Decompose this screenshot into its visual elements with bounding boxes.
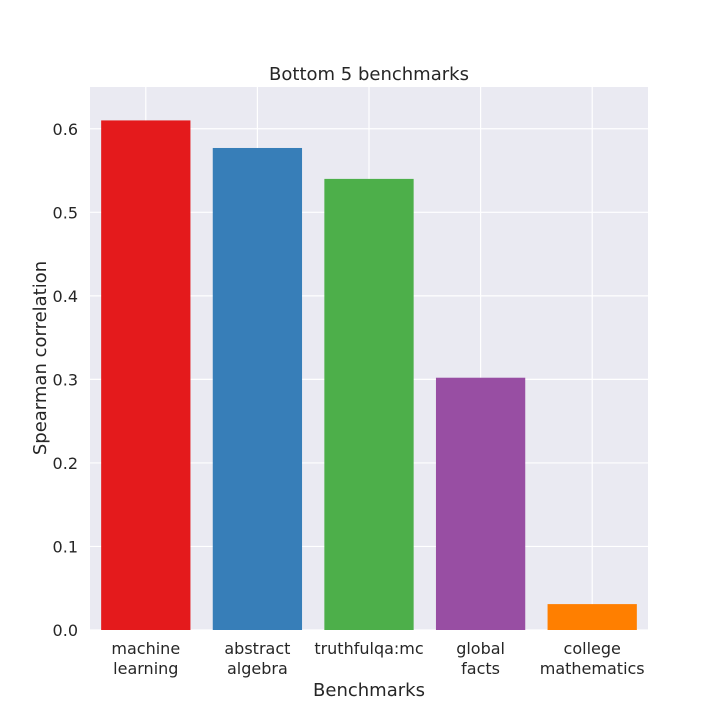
bars <box>101 120 637 631</box>
x-tick-label: college mathematics <box>540 639 645 678</box>
x-tick-label-line: learning <box>113 659 178 678</box>
x-tick-label-line: mathematics <box>540 659 645 678</box>
bar <box>101 120 191 631</box>
x-tick-label-line: abstract <box>224 639 290 658</box>
x-tick-label: abstract algebra <box>224 639 290 678</box>
x-axis-label: Benchmarks <box>313 680 425 701</box>
bar <box>212 147 303 630</box>
y-tick-label: 0.4 <box>53 287 78 306</box>
y-tick-label: 0.3 <box>53 370 78 389</box>
x-tick-label: truthfulqa:mc <box>314 639 423 658</box>
y-tick-label: 0.1 <box>53 537 78 556</box>
y-tick-label: 0.0 <box>53 621 78 640</box>
y-axis-label: Spearman correlation <box>30 261 51 455</box>
x-axis-ticks: machine learning abstract algebra truthfulqa… <box>111 639 644 678</box>
y-tick-label: 0.6 <box>53 120 78 139</box>
x-tick-label-line: algebra <box>227 659 288 678</box>
y-axis-ticks: 0.0 0.1 0.2 0.3 0.4 0.5 0.6 <box>53 120 78 640</box>
bar <box>324 178 414 630</box>
bar <box>547 604 637 630</box>
x-tick-label: machine learning <box>111 639 180 678</box>
chart-title: Bottom 5 benchmarks <box>269 64 469 85</box>
y-tick-label: 0.5 <box>53 203 78 222</box>
bar <box>435 377 526 630</box>
x-tick-label-line: college <box>564 639 621 658</box>
x-tick-label-line: truthfulqa:mc <box>314 639 423 658</box>
y-tick-label: 0.2 <box>53 454 78 473</box>
x-tick-label-line: facts <box>461 659 500 678</box>
x-tick-label-line: global <box>456 639 505 658</box>
x-tick-label: global facts <box>456 639 505 678</box>
x-tick-label-line: machine <box>111 639 180 658</box>
